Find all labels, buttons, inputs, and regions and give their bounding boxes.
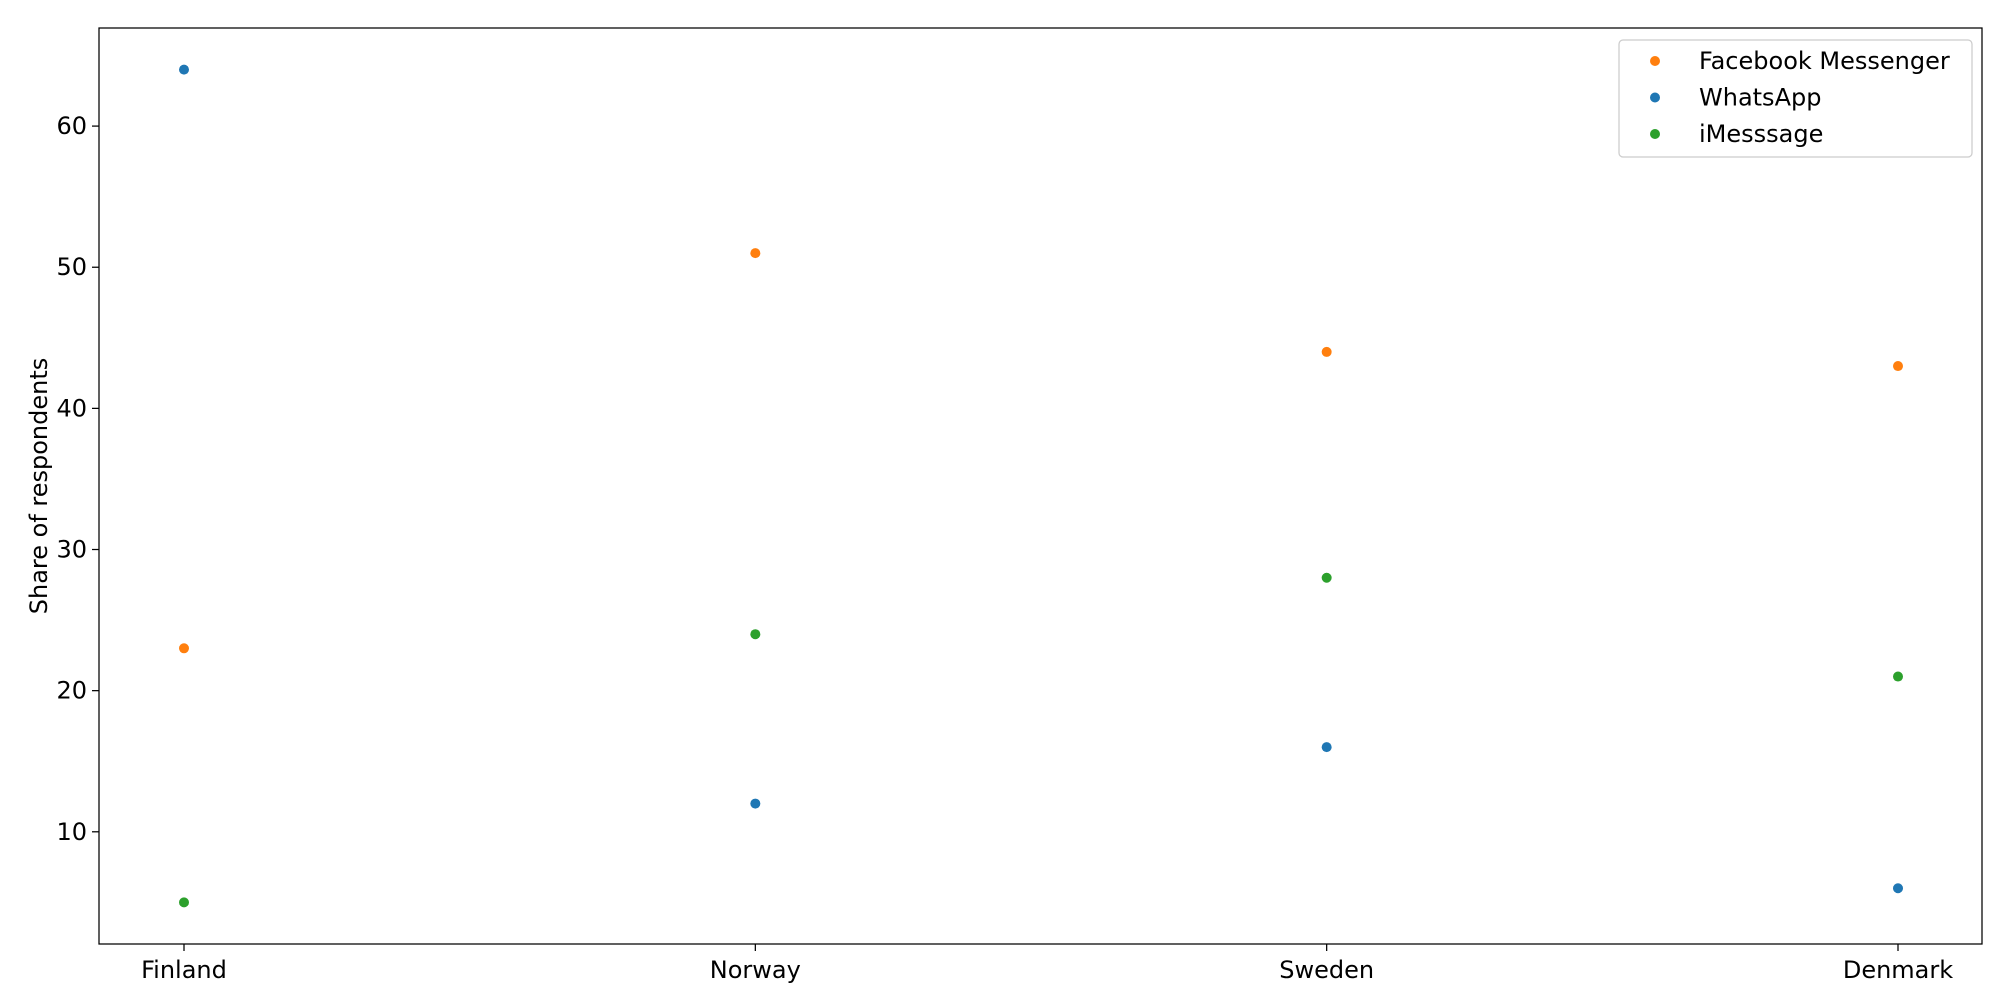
legend-label: WhatsApp: [1699, 84, 1821, 112]
y-tick-label: 30: [56, 536, 87, 564]
data-point: [1321, 346, 1332, 357]
data-point: [1893, 883, 1903, 894]
legend: Facebook Messenger WhatsApp iMesssage: [1618, 39, 1973, 158]
x-axis: Finland Norway Sweden Denmark: [141, 944, 1953, 984]
x-tick-label: Finland: [141, 956, 227, 984]
y-axis-label: Share of respondents: [25, 358, 53, 615]
data-point: [179, 897, 189, 908]
y-tick-label: 20: [56, 677, 87, 705]
data-point: [1893, 361, 1903, 372]
data-point: [1321, 742, 1332, 753]
y-tick-label: 40: [56, 394, 87, 422]
x-tick-label: Sweden: [1279, 956, 1374, 984]
data-point: [1321, 572, 1332, 583]
data-point: [750, 248, 761, 259]
data-point: [1893, 671, 1903, 682]
data-point: [750, 798, 761, 809]
plot-frame: [98, 27, 1983, 945]
y-tick-label: 60: [56, 112, 87, 140]
x-tick-label: Denmark: [1843, 956, 1953, 984]
legend-marker: [1650, 129, 1660, 139]
data-points: [179, 64, 1903, 908]
legend-marker: [1650, 92, 1660, 103]
data-point: [179, 643, 189, 654]
data-point: [179, 64, 189, 75]
legend-frame: [1618, 39, 1973, 158]
legend-marker: [1650, 56, 1660, 66]
y-tick-label: 10: [56, 818, 87, 846]
y-tick-label: 50: [56, 253, 87, 281]
legend-label: iMesssage: [1699, 120, 1823, 148]
y-axis: 10 20 30 40 50 60: [56, 112, 99, 846]
x-tick-label: Norway: [710, 956, 801, 984]
legend-label: Facebook Messenger: [1699, 47, 1950, 75]
data-point: [750, 629, 761, 640]
